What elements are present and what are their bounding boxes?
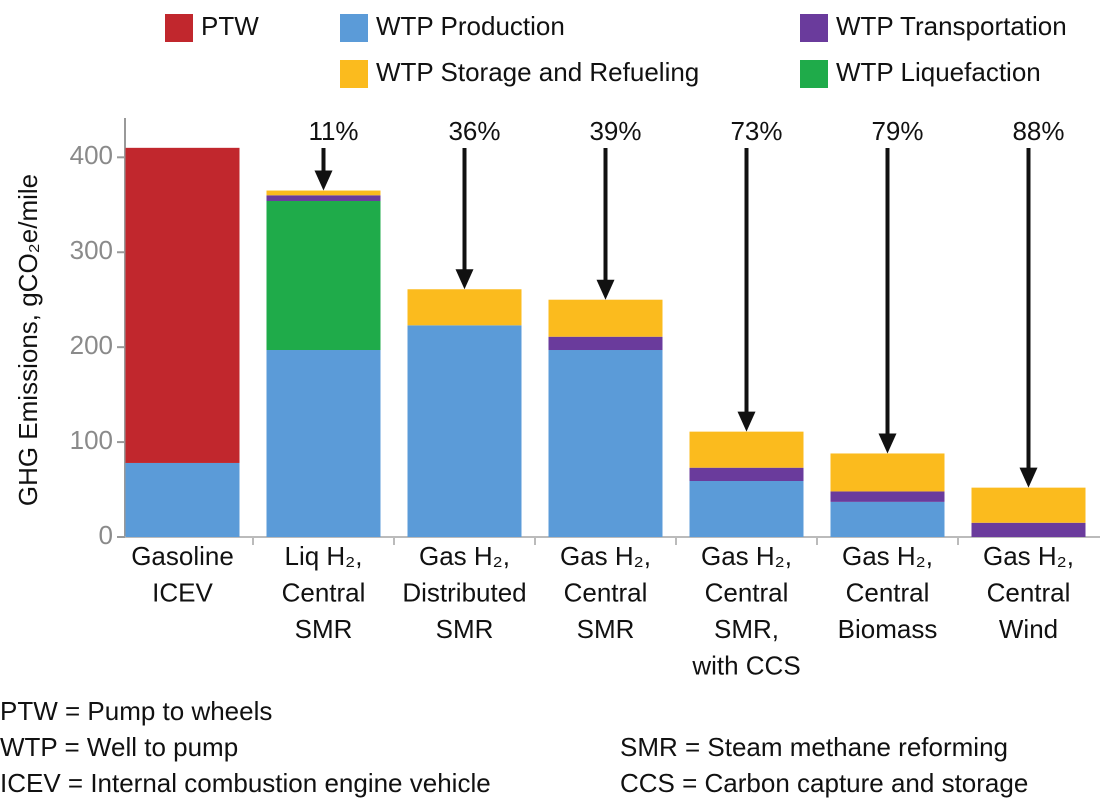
note: WTP = Well to pump xyxy=(0,732,238,762)
x-tick-label: Central xyxy=(564,577,648,607)
note: CCS = Carbon capture and storage xyxy=(620,768,1028,798)
y-tick-label: 300 xyxy=(70,235,113,265)
bar-segment xyxy=(548,336,663,351)
x-tick-label: SMR, xyxy=(714,614,779,644)
x-tick-label: Distributed xyxy=(402,577,526,607)
x-tick-label: Central xyxy=(705,577,789,607)
x-tick-label: Central xyxy=(846,577,930,607)
bar-segment xyxy=(689,480,804,537)
x-tick-label: Gas H₂, xyxy=(842,541,933,571)
x-tick-label: Gas H₂, xyxy=(419,541,510,571)
x-tick-label: Wind xyxy=(999,614,1058,644)
bar-segment xyxy=(407,325,522,537)
arrow-head xyxy=(596,279,615,300)
x-tick-label: ICEV xyxy=(152,577,213,607)
x-tick-label: Biomass xyxy=(838,614,938,644)
note: PTW = Pump to wheels xyxy=(0,696,272,726)
annotation: 39% xyxy=(589,116,641,146)
legend-swatch xyxy=(340,14,368,42)
legend-swatch xyxy=(800,60,828,88)
x-tick-label: SMR xyxy=(577,614,635,644)
bar-segment xyxy=(830,501,945,537)
bar-segment xyxy=(548,350,663,537)
x-tick-label: SMR xyxy=(295,614,353,644)
bar-segment xyxy=(830,453,945,492)
bar-segment xyxy=(266,200,381,351)
bar-segment xyxy=(125,462,240,537)
x-tick-label: Central xyxy=(282,577,366,607)
y-tick-label: 0 xyxy=(99,520,113,550)
bar-segment xyxy=(407,289,522,326)
bar-segment xyxy=(689,467,804,481)
x-tick-label: Liq H₂, xyxy=(284,541,362,571)
legend-swatch xyxy=(800,14,828,42)
legend-label: WTP Transportation xyxy=(836,11,1067,41)
x-tick-label: Central xyxy=(987,577,1071,607)
bar-segment xyxy=(125,147,240,463)
y-axis-label: GHG Emissions, gCO₂e/mile xyxy=(13,174,43,506)
annotation: 88% xyxy=(1012,116,1064,146)
legend-swatch xyxy=(340,60,368,88)
y-tick-label: 400 xyxy=(70,140,113,170)
legend-label: WTP Production xyxy=(376,11,565,41)
annotation: 73% xyxy=(730,116,782,146)
annotation: 79% xyxy=(871,116,923,146)
bar-segment xyxy=(971,522,1086,537)
bar-segment xyxy=(830,491,945,502)
x-tick-label: Gas H₂, xyxy=(701,541,792,571)
x-tick-label: Gasoline xyxy=(131,541,234,571)
x-tick-label: Gas H₂, xyxy=(983,541,1074,571)
arrow-head xyxy=(737,411,756,432)
note: SMR = Steam methane reforming xyxy=(620,732,1008,762)
note: ICEV = Internal combustion engine vehicl… xyxy=(0,768,491,798)
legend-label: WTP Liquefaction xyxy=(836,57,1041,87)
arrow-head xyxy=(314,170,333,191)
bar-segment xyxy=(971,487,1086,523)
legend-label: WTP Storage and Refueling xyxy=(376,57,699,87)
x-tick-label: SMR xyxy=(436,614,494,644)
x-tick-label: Gas H₂, xyxy=(560,541,651,571)
bar-segment xyxy=(548,299,663,337)
bar-segment xyxy=(266,190,381,196)
bar-segment xyxy=(266,350,381,537)
arrow-head xyxy=(455,269,474,290)
bar-segment xyxy=(266,195,381,201)
annotation: 11% xyxy=(308,116,358,146)
legend-label: PTW xyxy=(201,11,259,41)
arrow-head xyxy=(1019,467,1038,488)
y-tick-label: 100 xyxy=(70,425,113,455)
bar-segment xyxy=(689,431,804,468)
arrow-head xyxy=(878,433,897,454)
y-tick-label: 200 xyxy=(70,330,113,360)
x-tick-label: with CCS xyxy=(691,650,800,680)
annotation: 36% xyxy=(448,116,500,146)
legend-swatch xyxy=(165,14,193,42)
